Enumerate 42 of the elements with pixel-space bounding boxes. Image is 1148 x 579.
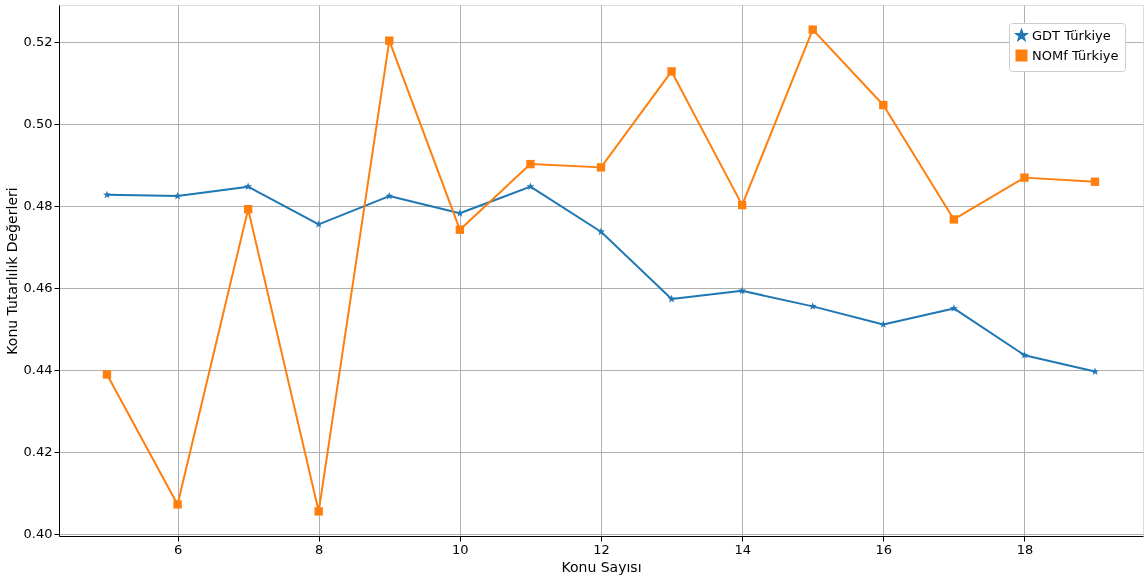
point (1090, 177, 1100, 186)
point (596, 163, 606, 172)
point (808, 25, 817, 34)
legend-label: NOMf Türkiye (1032, 47, 1119, 63)
point (244, 182, 253, 191)
legend-label: GDT Türkiye (1032, 27, 1111, 43)
point (243, 205, 253, 214)
x-tick-label: 12 (593, 541, 610, 557)
y-tick-label: 0.46 (23, 280, 53, 296)
point (738, 286, 747, 295)
point (526, 182, 535, 191)
point (314, 220, 323, 228)
point (385, 36, 394, 45)
x-tick-label: 10 (452, 541, 469, 557)
point (879, 100, 888, 110)
point (173, 500, 182, 509)
point (1020, 173, 1029, 182)
point (949, 304, 958, 312)
y-tick-label: 0.50 (23, 116, 53, 132)
point (455, 225, 465, 234)
y-tick-label: 0.40 (23, 526, 53, 542)
point (314, 507, 323, 516)
y-tick-label: 0.42 (23, 444, 53, 460)
x-tick-label: 8 (315, 541, 324, 557)
point (597, 227, 605, 236)
point (102, 370, 112, 379)
x-axis-title: Konu Sayısı (561, 558, 642, 575)
point (1091, 367, 1099, 375)
y-axis-title: Konu Tutarlılık Değerleri (3, 187, 20, 355)
y-tick-label: 0.52 (23, 34, 53, 50)
point (737, 200, 747, 210)
x-tick-label: 18 (1016, 541, 1034, 557)
y-tick-label: 0.48 (23, 198, 53, 214)
point (103, 190, 111, 199)
point (667, 67, 676, 76)
point (1020, 350, 1029, 359)
x-tick-label: 14 (734, 541, 751, 557)
y-tick-label: 0.44 (23, 362, 53, 378)
point (949, 215, 959, 224)
point (526, 159, 535, 169)
x-tick-label: 6 (173, 541, 183, 557)
x-tick-label: 16 (875, 541, 893, 557)
